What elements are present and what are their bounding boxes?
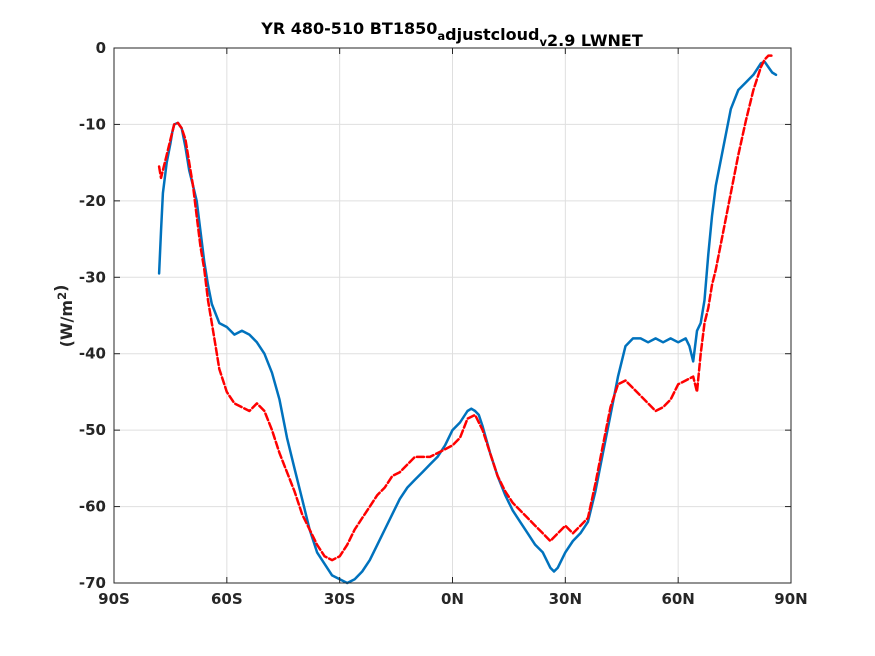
- x-tick-label: 0N: [441, 590, 464, 608]
- axis-ticks: [113, 47, 792, 584]
- axis-tick-labels: 90S 60S 30S 0N 30N 60N 90N -70 -60 -50 -40 -30 -20 -1…: [79, 39, 808, 608]
- y-tick-label: -50: [79, 421, 106, 439]
- x-tick-label: 60N: [661, 590, 694, 608]
- y-tick-label: -10: [79, 115, 106, 133]
- y-tick-label: 0: [96, 39, 106, 57]
- series-line-1: [157, 60, 778, 585]
- y-tick-label: -30: [79, 268, 106, 286]
- y-tick-label: -60: [79, 498, 106, 516]
- series-line-2: [157, 54, 774, 562]
- series-lines: [157, 54, 778, 585]
- y-axis-label: (W/m2): [51, 285, 76, 348]
- chart-title: YR 480-510 BT1850adjustcloudv2.9 LWNET: [260, 19, 643, 50]
- x-tick-label: 60S: [211, 590, 243, 608]
- x-tick-label: 90N: [774, 590, 807, 608]
- x-tick-label: 30S: [324, 590, 356, 608]
- y-tick-label: -70: [79, 574, 106, 592]
- x-tick-label: 30N: [549, 590, 582, 608]
- y-tick-label: -20: [79, 192, 106, 210]
- y-tick-label: -40: [79, 345, 106, 363]
- x-tick-label: 90S: [98, 590, 130, 608]
